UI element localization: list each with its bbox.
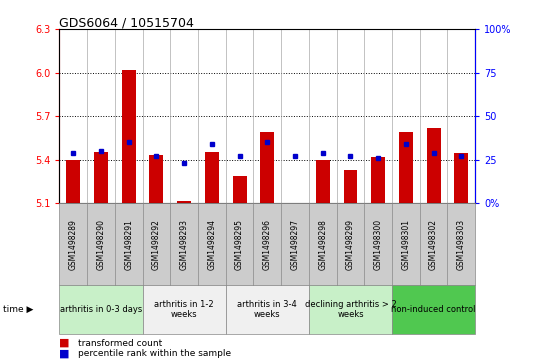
Text: percentile rank within the sample: percentile rank within the sample	[78, 350, 232, 358]
Text: arthritis in 0-3 days: arthritis in 0-3 days	[60, 305, 142, 314]
Bar	[205, 152, 219, 203]
Bar	[150, 155, 163, 203]
Text: GSM1498293: GSM1498293	[180, 219, 188, 270]
Bar	[372, 157, 385, 203]
Text: GSM1498298: GSM1498298	[318, 219, 327, 270]
Text: GSM1498291: GSM1498291	[124, 219, 133, 270]
Text: GDS6064 / 10515704: GDS6064 / 10515704	[59, 16, 194, 29]
Text: non-induced control: non-induced control	[392, 305, 476, 314]
Text: GSM1498301: GSM1498301	[401, 219, 410, 270]
Text: GSM1498292: GSM1498292	[152, 219, 161, 270]
Bar	[399, 132, 413, 203]
Bar	[455, 153, 468, 203]
Bar	[233, 176, 246, 203]
Text: ■: ■	[59, 338, 70, 348]
Text: GSM1498297: GSM1498297	[291, 219, 300, 270]
Text: GSM1498299: GSM1498299	[346, 219, 355, 270]
Bar	[122, 70, 136, 203]
Text: declining arthritis > 2
weeks: declining arthritis > 2 weeks	[305, 300, 396, 319]
Text: GSM1498295: GSM1498295	[235, 219, 244, 270]
Text: GSM1498294: GSM1498294	[207, 219, 217, 270]
Bar	[260, 132, 274, 203]
Text: time ▶: time ▶	[3, 305, 33, 314]
Text: GSM1498302: GSM1498302	[429, 219, 438, 270]
Text: arthritis in 3-4
weeks: arthritis in 3-4 weeks	[238, 300, 297, 319]
Text: GSM1498289: GSM1498289	[69, 219, 78, 270]
Bar	[66, 160, 80, 203]
Text: GSM1498290: GSM1498290	[97, 219, 105, 270]
Bar	[316, 160, 329, 203]
Bar	[343, 170, 357, 203]
Text: GSM1498296: GSM1498296	[263, 219, 272, 270]
Text: GSM1498300: GSM1498300	[374, 219, 383, 270]
Text: GSM1498303: GSM1498303	[457, 219, 466, 270]
Text: arthritis in 1-2
weeks: arthritis in 1-2 weeks	[154, 300, 214, 319]
Bar	[177, 201, 191, 203]
Text: transformed count: transformed count	[78, 339, 163, 347]
Bar	[427, 128, 441, 203]
Bar	[94, 152, 108, 203]
Text: ■: ■	[59, 349, 70, 359]
